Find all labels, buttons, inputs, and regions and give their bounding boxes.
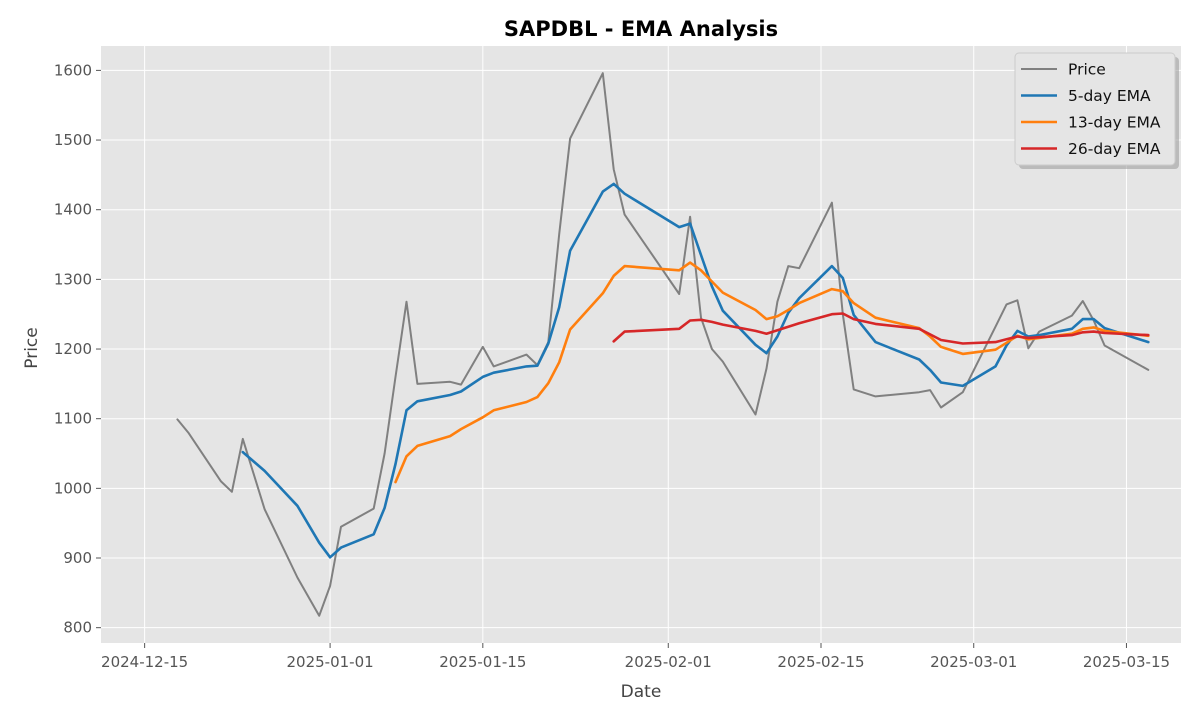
x-axis-label: Date — [621, 682, 662, 702]
y-tick-label: 900 — [63, 549, 92, 567]
y-axis-label: Price — [22, 327, 42, 368]
y-tick-label: 1400 — [54, 201, 92, 219]
legend-box — [1014, 52, 1176, 166]
x-tick-label: 2025-02-01 — [625, 653, 712, 671]
chart-title: SAPDBL - EMA Analysis — [504, 17, 778, 41]
legend-label-price: Price — [1068, 61, 1106, 79]
series-line-5-day-ema — [241, 182, 1150, 559]
y-tick-label: 1100 — [54, 410, 92, 428]
series-layer — [176, 72, 1150, 617]
legend: Price 5-day EMA 13-day EMA 26-day EMA — [1014, 52, 1179, 169]
x-tick-label: 2025-03-15 — [1083, 653, 1170, 671]
series-line-price — [176, 72, 1150, 617]
series-line-26-day-ema — [612, 312, 1150, 345]
x-axis-ticks: 2024-12-15 2025-01-01 2025-01-15 2025-02-01… — [101, 643, 1170, 671]
legend-label-5-day-ema: 5-day EMA — [1068, 87, 1151, 105]
y-axis-ticks: 800 900 1000 1100 1200 1300 1400 1500 1600 — [54, 61, 101, 637]
x-tick-label: 2025-01-01 — [286, 653, 373, 671]
y-tick-label: 1600 — [54, 61, 92, 79]
y-tick-label: 1000 — [54, 479, 92, 497]
legend-label-13-day-ema: 13-day EMA — [1068, 114, 1161, 132]
x-tick-label: 2025-03-01 — [930, 653, 1017, 671]
grid-lines — [101, 46, 1181, 643]
y-tick-label: 1300 — [54, 270, 92, 288]
y-tick-label: 1200 — [54, 340, 92, 358]
x-tick-label: 2025-02-15 — [777, 653, 864, 671]
x-tick-label: 2024-12-15 — [101, 653, 188, 671]
x-tick-label: 2025-01-15 — [439, 653, 526, 671]
legend-label-26-day-ema: 26-day EMA — [1068, 140, 1161, 158]
y-tick-label: 1500 — [54, 131, 92, 149]
y-tick-label: 800 — [63, 619, 92, 637]
